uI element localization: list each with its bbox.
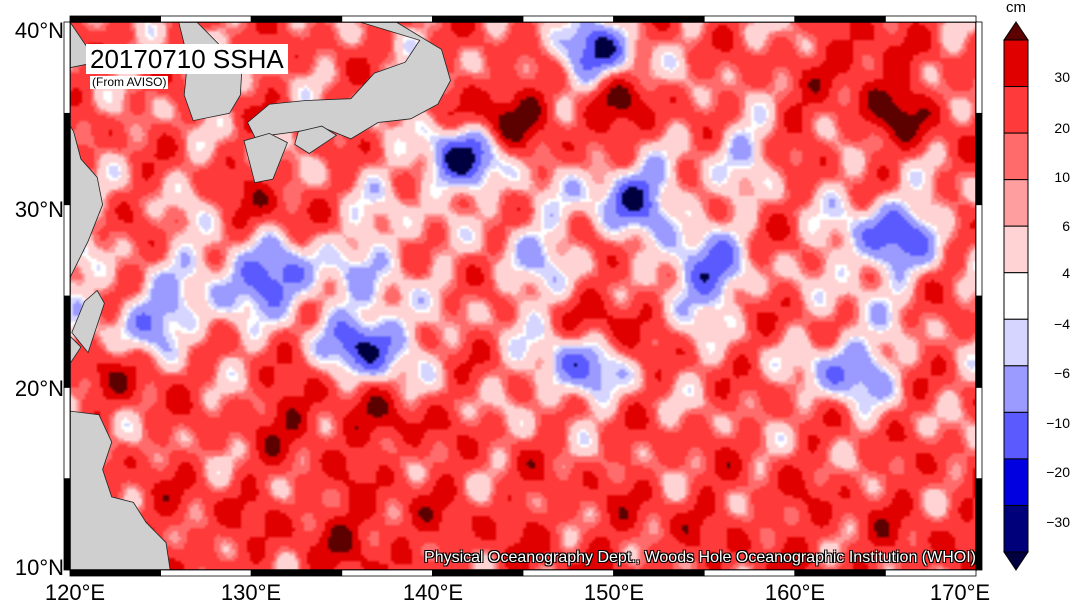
lon-tick-label-150: 150°E <box>583 580 645 605</box>
lat-tick-label-20: 20°N <box>14 376 64 401</box>
frame-seg-bottom <box>69 569 161 577</box>
frame-seg-top <box>703 15 796 23</box>
frame-seg-top <box>431 15 524 23</box>
colorbar-label-10: 10 <box>1054 169 1070 185</box>
land-kyushu <box>243 132 288 184</box>
frame-seg-right <box>975 478 983 571</box>
frame-seg-bottom <box>250 569 343 577</box>
colorbar-swatch <box>1003 86 1029 134</box>
frame-seg-bottom <box>522 569 614 577</box>
land-taiwan <box>71 289 105 354</box>
frame-seg-bottom <box>160 569 252 577</box>
frame-seg-top <box>613 15 705 23</box>
colorbar-swatch <box>1003 225 1029 274</box>
map-title: 20170710 SSHA <box>90 44 284 74</box>
colorbar-label-neg30: −30 <box>1046 514 1070 530</box>
frame-seg-right <box>975 112 983 206</box>
colorbar-label-4: 4 <box>1062 265 1070 281</box>
colorbar-label-neg4: −4 <box>1054 316 1070 332</box>
colorbar-label-30: 30 <box>1054 69 1070 85</box>
lat-tick-label-10: 10°N <box>14 555 64 580</box>
frame-seg-top <box>69 15 161 23</box>
land-philippines-luzon <box>70 410 171 570</box>
frame-seg-top <box>160 15 252 23</box>
frame-seg-right <box>975 386 983 480</box>
frame-seg-bottom <box>613 569 705 577</box>
colorbar-unit: cm <box>1006 0 1026 16</box>
frame-seg-right <box>975 21 983 114</box>
colorbar-swatch <box>1003 458 1029 506</box>
colorbar-swatch <box>1003 179 1029 227</box>
colorbar <box>1003 21 1029 571</box>
colorbar-swatch <box>1003 132 1029 181</box>
lon-tick-label-170: 170°E <box>929 580 991 605</box>
land-south-china-edge <box>70 335 82 365</box>
colorbar-swatch <box>1003 365 1029 413</box>
frame-seg-bottom <box>794 569 886 577</box>
colorbar-label-neg20: −20 <box>1046 464 1070 480</box>
map-plot-area <box>70 22 976 570</box>
colorbar-swatch <box>1003 272 1029 320</box>
frame-seg-right <box>975 204 983 297</box>
land-shikoku <box>294 125 338 154</box>
lon-tick-label-160: 160°E <box>764 580 826 605</box>
frame-seg-bottom <box>703 569 796 577</box>
frame-seg-bottom <box>885 569 977 577</box>
land-china-coast <box>70 22 104 278</box>
frame-seg-right <box>975 295 983 388</box>
frame-seg-top <box>522 15 614 23</box>
frame-seg-top <box>794 15 886 23</box>
frame-seg-top <box>341 15 433 23</box>
colorbar-label-6: 6 <box>1062 218 1070 234</box>
frame-seg-left <box>63 112 71 206</box>
colorbar-label-20: 20 <box>1054 120 1070 136</box>
lon-tick-label-120: 120°E <box>44 580 106 605</box>
frame-seg-top <box>250 15 343 23</box>
map-subtitle: (From AVISO) <box>90 75 169 89</box>
lat-tick-label-40: 40°N <box>14 18 64 43</box>
colorbar-max-triangle <box>1003 21 1029 41</box>
map-frame-ticks <box>63 15 983 577</box>
colorbar-swatch <box>1003 318 1029 367</box>
colorbar-swatch <box>1003 504 1029 553</box>
lon-tick-label-140: 140°E <box>402 580 464 605</box>
colorbar-swatch <box>1003 39 1029 88</box>
lat-tick-label-30: 30°N <box>14 197 64 222</box>
credit-text: Physical Oceanography Dept., Woods Hole … <box>424 549 976 566</box>
frame-seg-left <box>63 21 71 114</box>
colorbar-min-triangle <box>1003 551 1029 571</box>
lon-tick-label-130: 130°E <box>220 580 282 605</box>
frame-seg-bottom <box>431 569 524 577</box>
frame-seg-left <box>63 204 71 297</box>
frame-seg-left <box>63 386 71 480</box>
frame-seg-left <box>63 478 71 571</box>
colorbar-label-neg6: −6 <box>1054 365 1070 381</box>
colorbar-label-neg10: −10 <box>1046 415 1070 431</box>
colorbar-swatch <box>1003 411 1029 460</box>
frame-seg-left <box>63 295 71 388</box>
map-title-box: 20170710 SSHA <box>86 44 288 74</box>
frame-seg-top <box>885 15 977 23</box>
frame-seg-bottom <box>341 569 433 577</box>
